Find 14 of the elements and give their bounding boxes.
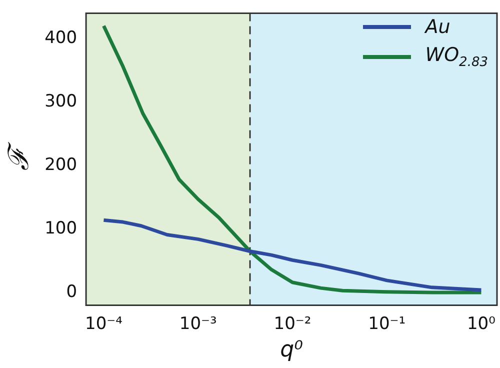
y-tick-label: 0 xyxy=(66,282,78,302)
x-tick-label: 10⁻¹ xyxy=(368,314,406,334)
y-tick-label: 100 xyxy=(44,218,78,238)
x-axis-title: q⁰ xyxy=(280,338,304,363)
y-tick-label: 300 xyxy=(44,91,78,112)
x-tick-label: 10⁻³ xyxy=(179,314,217,334)
legend-label: Au xyxy=(425,16,450,38)
x-tick-label: 10⁻² xyxy=(274,314,312,334)
y-tick-label: 400 xyxy=(44,28,78,48)
x-tick-label: 10⁻⁴ xyxy=(84,314,123,334)
y-axis-title: ℱ xyxy=(2,142,36,171)
x-tick-label: 10⁰ xyxy=(466,314,496,334)
legend-label: WO$_{2.83}$ xyxy=(425,44,488,70)
y-tick-label: 200 xyxy=(44,154,78,175)
